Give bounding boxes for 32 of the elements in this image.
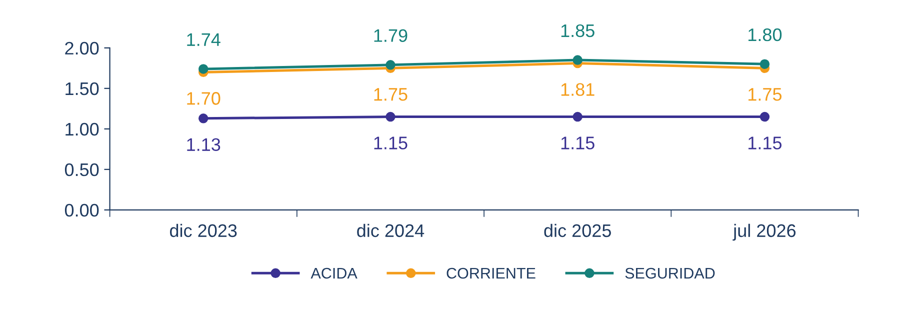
data-label: 1.70 (187, 92, 220, 105)
data-label: 1.13 (187, 138, 220, 151)
data-label: 1.75 (748, 88, 782, 101)
point (386, 112, 396, 122)
point (572, 55, 582, 65)
data-label: 1.15 (374, 136, 408, 150)
point (198, 64, 208, 74)
data-label: 1.15 (748, 136, 782, 150)
legend-label: ACIDA (310, 268, 358, 279)
x-tick-label: dic 2025 (544, 224, 611, 238)
data-label: 1.15 (561, 136, 594, 150)
x-tick-label: jul 2026 (732, 224, 796, 241)
y-tick-label: 1.00 (66, 122, 99, 136)
data-label: 1.79 (374, 29, 408, 42)
data-label: 1.74 (187, 33, 220, 46)
data-label: 1.85 (561, 24, 594, 38)
data-label: 1.81 (561, 83, 594, 96)
x-tick-label: dic 2024 (357, 224, 424, 238)
y-tick-label: 1.50 (66, 82, 99, 96)
legend-label: SEGURIDAD (625, 268, 715, 279)
data-label: 1.80 (748, 28, 782, 42)
y-tick-label: 2.00 (65, 42, 99, 55)
legend-label: CORRIENTE (446, 268, 536, 279)
x-tick-label: dic 2023 (170, 224, 237, 238)
point (572, 112, 582, 122)
point (386, 60, 396, 70)
data-label: 1.75 (374, 88, 408, 101)
point (760, 59, 770, 69)
point (198, 114, 208, 124)
y-tick-label: 0.00 (64, 204, 99, 217)
point (760, 112, 770, 122)
y-tick-label: 0.50 (64, 163, 99, 176)
